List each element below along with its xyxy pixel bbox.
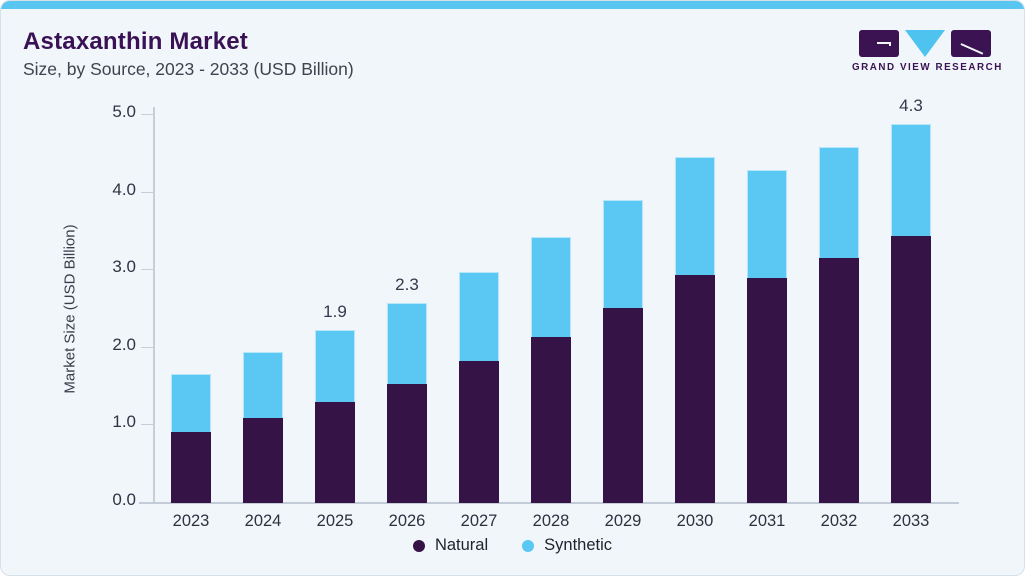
legend-dot-synthetic-icon [522, 539, 535, 552]
x-axis-tick-label-2024: 2024 [244, 511, 282, 530]
y-axis-tick [141, 424, 153, 425]
logo-letter-r-icon [951, 30, 991, 57]
x-axis-tick-label-2025: 2025 [316, 511, 354, 530]
grand-view-research-logo: GRAND VIEW RESEARCH [852, 30, 1003, 73]
x-axis-tick-label-2023: 2023 [172, 511, 210, 530]
bar-2028-segment-synthetic [531, 237, 571, 337]
y-axis-tick [141, 191, 153, 193]
chart-title: Astaxanthin Market [23, 28, 248, 55]
chart-header: Astaxanthin Market Size, by Source, 2023… [23, 28, 354, 80]
legend: Natural Synthetic [1, 536, 1024, 555]
bar-value-label-2025: 1.9 [323, 301, 347, 321]
bar-2032-segment-natural [819, 257, 859, 503]
x-axis-tick-label-2027: 2027 [460, 511, 498, 530]
bar-2027-segment-synthetic [459, 272, 499, 362]
chart-subtitle: Size, by Source, 2023 - 2033 (USD Billio… [23, 59, 354, 79]
bar-2023-segment-synthetic [171, 373, 211, 432]
bar-2023-segment-natural [171, 431, 211, 503]
plot-area: 0.0 1.0 2.0 3.0 4.0 5.0 2023 2024 2025 1.9 2026 2.3… [112, 96, 959, 530]
bar-2024-segment-synthetic [243, 352, 283, 419]
bar-2026-segment-synthetic [387, 302, 427, 384]
legend-item-natural: Natural [412, 536, 489, 555]
x-axis-tick-label-2031: 2031 [748, 511, 786, 530]
legend-dot-natural-icon [412, 539, 425, 552]
bar-2033-segment-natural [891, 235, 931, 503]
legend-label-synthetic: Synthetic [544, 536, 613, 554]
x-axis-tick-label-2028: 2028 [532, 511, 570, 530]
bar-2024-segment-natural [243, 418, 283, 503]
x-axis-tick-label-2029: 2029 [604, 511, 642, 530]
y-axis-title: Market Size (USD Billion) [61, 223, 79, 394]
y-axis-tick [141, 501, 153, 503]
bar-2025-segment-natural [315, 401, 355, 503]
bar-2030-segment-natural [675, 275, 715, 503]
bar-2028-segment-natural [531, 336, 571, 503]
bar-2030-segment-synthetic [675, 156, 715, 276]
y-axis-tick [141, 269, 153, 270]
logo-letter-g-icon [859, 30, 899, 57]
legend-label-natural: Natural [434, 536, 489, 554]
logo-mark [852, 30, 998, 58]
y-axis-line [153, 107, 155, 503]
legend-item-synthetic: Synthetic [522, 536, 612, 555]
x-axis-tick-label-2033: 2033 [892, 511, 930, 530]
y-axis-tick [141, 346, 153, 348]
bar-2029-segment-synthetic [603, 200, 643, 308]
bar-2029-segment-natural [603, 307, 643, 503]
bar-2025-segment-synthetic [315, 329, 355, 402]
bar-value-label-2033: 4.3 [899, 95, 923, 115]
y-axis-tick-label: 5.0 [112, 102, 136, 121]
x-axis-tick-label-2030: 2030 [676, 511, 714, 530]
y-axis-tick-label: 4.0 [112, 179, 136, 199]
x-axis-tick-label-2026: 2026 [388, 511, 426, 530]
x-axis-line [139, 502, 959, 504]
bar-2031-segment-synthetic [747, 170, 787, 278]
bar-2032-segment-synthetic [819, 146, 859, 258]
y-axis-tick-label: 2.0 [112, 334, 136, 354]
bar-value-label-2026: 2.3 [395, 274, 419, 294]
bar-2027-segment-natural [459, 361, 499, 503]
bar-2033-segment-synthetic [891, 123, 931, 236]
logo-letter-v-triangle-icon [905, 30, 945, 57]
y-axis-tick [141, 114, 153, 115]
bar-2031-segment-natural [747, 277, 787, 503]
bar-2026-segment-natural [387, 383, 427, 503]
top-accent-strip [1, 1, 1024, 9]
x-axis-tick-label-2032: 2032 [820, 511, 858, 530]
y-axis-tick-label: 3.0 [112, 257, 136, 276]
logo-text: GRAND VIEW RESEARCH [852, 62, 1003, 73]
y-axis-tick-label: 1.0 [112, 412, 136, 431]
y-axis-title-wrap: Market Size (USD Billion) [58, 115, 82, 502]
y-axis-tick-label: 0.0 [112, 489, 136, 509]
